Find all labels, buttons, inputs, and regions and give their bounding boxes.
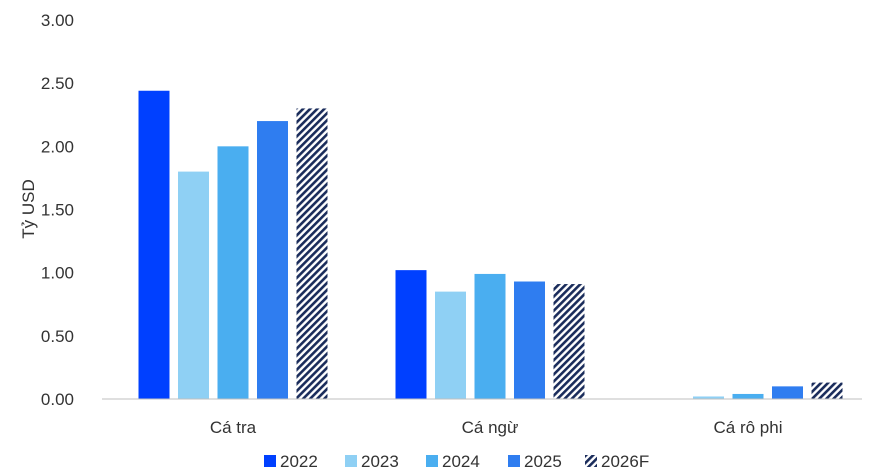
legend-swatch-2023 [345, 455, 357, 467]
bar-2026f-1 [553, 284, 585, 399]
y-tick-label: 0.00 [41, 390, 74, 409]
bar-2022-0 [138, 90, 170, 399]
legend-label: 2025 [524, 452, 562, 470]
legend-label: 2024 [442, 452, 480, 470]
bar-2023-2 [693, 396, 724, 399]
bar-2025-1 [514, 281, 545, 399]
x-tick-label: Cá ngừ [462, 418, 519, 437]
legend-swatch-2024 [426, 455, 438, 467]
legend-swatch-2022 [264, 455, 276, 467]
bar-2024-2 [732, 393, 764, 399]
bars [138, 90, 843, 400]
legend-label: 2026F [601, 452, 649, 470]
bar-2026f-0 [296, 108, 328, 399]
bar-2024-1 [474, 273, 506, 399]
y-tick-label: 3.00 [41, 11, 74, 30]
legend-label: 2022 [280, 452, 318, 470]
bar-2023-1 [435, 291, 466, 399]
y-tick-label: 2.00 [41, 137, 74, 156]
y-axis-ticks: 0.00 0.50 1.00 1.50 2.00 2.50 3.00 [41, 11, 74, 409]
y-tick-label: 1.50 [41, 201, 74, 220]
legend: 2022 2023 2024 2025 2026F [264, 452, 649, 470]
bar-2022-1 [395, 270, 427, 399]
bar-2026f-2 [811, 382, 843, 399]
legend-swatch-2026f [585, 455, 597, 467]
y-tick-label: 2.50 [41, 74, 74, 93]
x-tick-label: Cá rô phi [714, 418, 783, 437]
y-tick-label: 1.00 [41, 264, 74, 283]
y-axis-title: Tỷ USD [19, 179, 38, 239]
legend-label: 2023 [361, 452, 399, 470]
y-tick-label: 0.50 [41, 327, 74, 346]
bar-2024-0 [217, 146, 249, 399]
x-tick-label: Cá tra [210, 418, 257, 437]
x-axis-ticks: Cá tra Cá ngừ Cá rô phi [210, 418, 783, 437]
bar-2025-2 [772, 386, 803, 399]
bar-2023-0 [178, 171, 209, 399]
bar-2025-0 [257, 121, 288, 400]
legend-swatch-2025 [508, 455, 520, 467]
